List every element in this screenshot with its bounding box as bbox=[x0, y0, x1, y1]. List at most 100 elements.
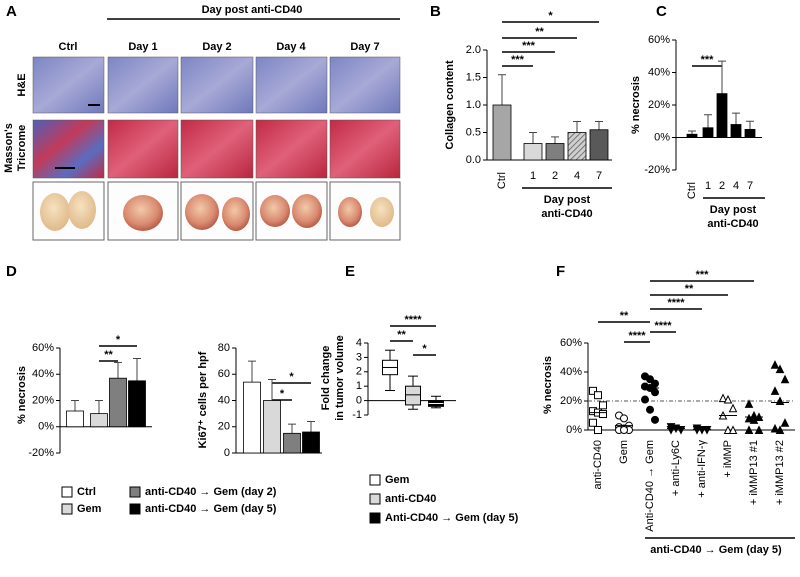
legend-swatch bbox=[61, 486, 73, 498]
micrograph bbox=[255, 56, 328, 114]
bar bbox=[730, 124, 742, 138]
bar bbox=[716, 93, 728, 138]
data-point bbox=[749, 415, 759, 424]
significance-label: ** bbox=[104, 349, 113, 361]
bar bbox=[90, 413, 108, 428]
data-point bbox=[589, 418, 597, 427]
column-label: Ctrl bbox=[59, 41, 78, 53]
data-point bbox=[780, 374, 790, 384]
significance-label: * bbox=[289, 371, 294, 383]
x-tick-label: anti-CD40 bbox=[592, 440, 604, 490]
bar bbox=[109, 377, 127, 428]
panel-letter: C bbox=[656, 3, 667, 20]
x-tick-label: 1 bbox=[705, 180, 711, 192]
data-point bbox=[728, 403, 738, 413]
y-tick-label: 60% bbox=[560, 337, 582, 349]
data-point bbox=[718, 393, 728, 403]
data-point bbox=[744, 413, 754, 423]
group-label: Day post bbox=[544, 194, 591, 206]
y-tick-label: 60 bbox=[218, 368, 230, 380]
data-point bbox=[692, 426, 702, 435]
y-axis-label: % necrosis bbox=[542, 356, 554, 414]
data-point bbox=[646, 375, 654, 384]
column-header: Day post anti-CD40 bbox=[202, 4, 303, 16]
bar bbox=[744, 128, 756, 138]
data-point bbox=[770, 386, 780, 395]
y-tick-label: 0% bbox=[654, 131, 670, 143]
group-label: anti-CD40 → Gem (day 5) bbox=[650, 544, 782, 556]
y-tick-label: 2 bbox=[356, 366, 362, 378]
data-point bbox=[775, 425, 785, 434]
y-tick-label: 3 bbox=[356, 351, 362, 363]
y-tick-label: 20% bbox=[32, 394, 54, 406]
significance-label: * bbox=[548, 10, 553, 22]
legend-swatch bbox=[129, 503, 141, 515]
legend-label: Gem bbox=[385, 474, 410, 486]
data-point bbox=[594, 391, 602, 400]
y-tick-label: 40% bbox=[32, 368, 54, 380]
micrograph bbox=[329, 119, 401, 179]
data-point bbox=[651, 415, 659, 424]
y-axis-label: Ki67⁺ cells per hpf bbox=[197, 351, 209, 448]
x-tick-label: + iMMP bbox=[722, 440, 734, 478]
column-label: Day 1 bbox=[128, 41, 157, 53]
bar bbox=[263, 400, 281, 454]
row-label: H&E bbox=[16, 73, 28, 96]
x-tick-label: 4 bbox=[574, 170, 580, 182]
row-label: Tricrome bbox=[16, 125, 28, 171]
x-tick-label: Anti-CD40 → Gem bbox=[644, 440, 656, 532]
micrograph bbox=[107, 56, 179, 114]
y-tick-label: 40% bbox=[648, 66, 670, 78]
panel-letter: A bbox=[6, 3, 17, 20]
x-tick-label: + iMMP13 #2 bbox=[774, 440, 786, 505]
x-tick-label: + anti-IFN-γ bbox=[696, 440, 708, 498]
legend-swatch bbox=[369, 512, 381, 524]
significance-label: ** bbox=[535, 26, 544, 38]
row-label: Masson's bbox=[3, 123, 15, 173]
panel-letter: D bbox=[6, 263, 17, 280]
y-axis-label: Fold change bbox=[320, 346, 332, 411]
legend-label: Ctrl bbox=[77, 486, 96, 498]
y-axis-label: % necrosis bbox=[630, 76, 642, 134]
significance-label: **** bbox=[628, 330, 646, 342]
bar bbox=[686, 133, 698, 138]
significance-label: ** bbox=[397, 329, 406, 341]
significance-label: * bbox=[422, 343, 427, 355]
significance-label: **** bbox=[654, 320, 672, 332]
y-tick-label: 80 bbox=[218, 342, 230, 354]
data-point bbox=[620, 414, 628, 423]
y-tick-label: 40 bbox=[218, 394, 230, 406]
significance-label: **** bbox=[667, 297, 685, 309]
data-point bbox=[641, 395, 649, 404]
panel-letter: E bbox=[345, 263, 355, 280]
data-point bbox=[589, 386, 597, 395]
column-label: Day 7 bbox=[350, 41, 379, 53]
y-tick-label: 0 bbox=[356, 395, 362, 407]
y-tick-label: -1 bbox=[352, 409, 362, 421]
bar bbox=[302, 431, 320, 454]
group-label: Day post bbox=[710, 204, 757, 216]
micrograph bbox=[255, 119, 328, 179]
legend-label: anti-CD40 → Gem (day 5) bbox=[145, 503, 277, 515]
panel-a: A Day post anti-CD40 Ctrl Day 1 Day 2 Da… bbox=[3, 3, 401, 241]
legend-label: anti-CD40 bbox=[385, 493, 436, 505]
y-tick-label: 1 bbox=[356, 380, 362, 392]
x-tick-label: 2 bbox=[552, 170, 558, 182]
data-point bbox=[599, 401, 607, 410]
data-point bbox=[651, 379, 659, 388]
data-point bbox=[702, 426, 712, 435]
legend-label: Anti-CD40 → Gem (day 5) bbox=[385, 512, 519, 524]
significance-label: *** bbox=[511, 54, 525, 66]
data-point bbox=[744, 425, 754, 434]
y-axis-label: % necrosis bbox=[16, 366, 28, 424]
legend-label: anti-CD40 → Gem (day 2) bbox=[145, 486, 277, 498]
significance-label: *** bbox=[701, 54, 715, 66]
group-label: anti-CD40 bbox=[707, 218, 758, 230]
data-point bbox=[599, 410, 607, 419]
data-point bbox=[770, 423, 780, 433]
bar bbox=[567, 132, 587, 161]
x-tick-label: + iMMP13 #1 bbox=[748, 440, 760, 505]
x-tick-label: + anti-Ly6C bbox=[670, 440, 682, 496]
y-tick-label: 20% bbox=[560, 395, 582, 407]
bar bbox=[492, 104, 512, 161]
